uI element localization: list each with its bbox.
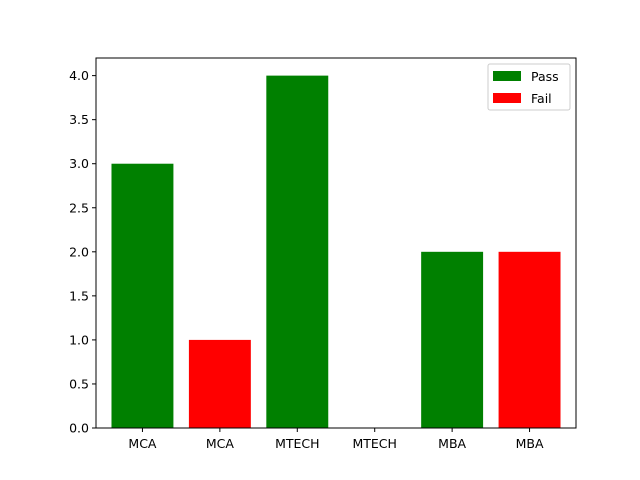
x-tick-label: MTECH xyxy=(352,436,396,451)
bar-mba-fail xyxy=(498,251,561,428)
legend-swatch-fail xyxy=(493,93,521,103)
y-tick-label: 4.0 xyxy=(69,68,89,83)
x-tick-label: MBA xyxy=(516,436,544,451)
y-tick-label: 2.0 xyxy=(69,244,89,259)
y-tick-label: 1.0 xyxy=(69,332,89,347)
y-tick-label: 0.5 xyxy=(69,376,89,391)
legend-label-pass: Pass xyxy=(531,69,559,84)
y-tick-label: 1.5 xyxy=(69,288,89,303)
legend-swatch-pass xyxy=(493,71,521,81)
x-tick-label: MTECH xyxy=(275,436,319,451)
bar-mba-pass xyxy=(421,251,484,428)
y-tick-label: 2.5 xyxy=(69,200,89,215)
bar-mca-fail xyxy=(188,339,251,428)
x-tick-label: MCA xyxy=(206,436,235,451)
legend-label-fail: Fail xyxy=(531,91,552,106)
x-tick-label: MBA xyxy=(438,436,466,451)
y-axis: 0.0 0.5 1.0 1.5 2.0 2.5 3.0 3.5 4.0 xyxy=(69,68,96,436)
y-tick-label: 3.5 xyxy=(69,112,89,127)
plot-frame xyxy=(95,57,577,429)
bar-mca-pass xyxy=(111,163,174,428)
y-tick-label: 0.0 xyxy=(69,421,89,436)
bar-mtech-pass xyxy=(266,75,329,428)
bars xyxy=(111,75,561,428)
x-tick-label: MCA xyxy=(128,436,157,451)
legend: Pass Fail xyxy=(487,63,571,111)
x-axis: MCA MCA MTECH MTECH MBA MBA xyxy=(128,428,544,451)
y-tick-label: 3.0 xyxy=(69,156,89,171)
